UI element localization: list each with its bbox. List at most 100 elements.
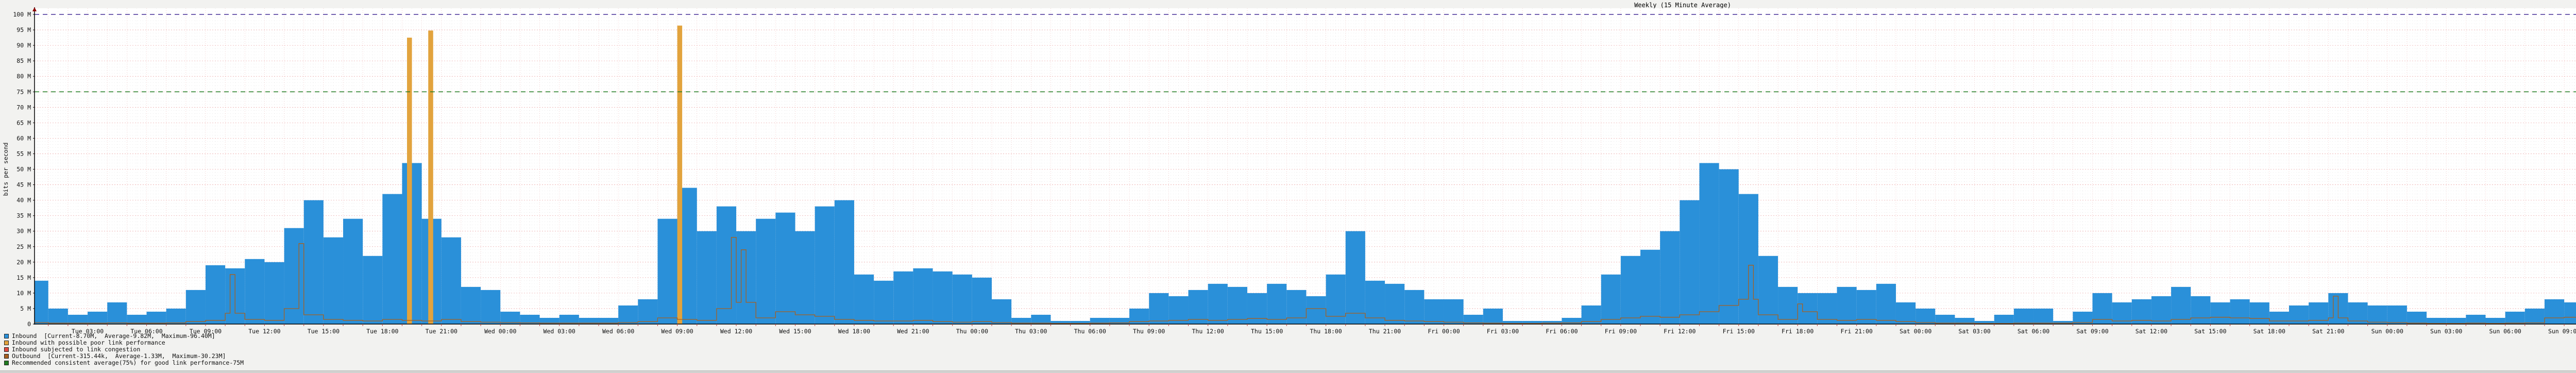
inbound-bar [1326, 274, 1346, 324]
x-tick-label: Wed 12:00 [720, 328, 752, 335]
inbound-bar [1994, 314, 2014, 324]
inbound-bar [1620, 256, 1640, 324]
inbound-bar [1483, 308, 1503, 324]
inbound-bar [2544, 299, 2565, 324]
inbound-bar [815, 206, 835, 324]
inbound-bar [461, 286, 481, 324]
x-tick-label: Thu 09:00 [1133, 328, 1165, 335]
inbound-bar [205, 265, 226, 324]
inbound-bar [1286, 290, 1307, 324]
inbound-bar [1306, 296, 1326, 324]
x-tick-label: Fri 18:00 [1782, 328, 1814, 335]
inbound-bar [559, 314, 579, 324]
y-tick-label: 25 M [16, 243, 31, 250]
inbound-bar [1011, 317, 1031, 324]
inbound-bar [775, 212, 795, 324]
inbound-bar [88, 311, 108, 324]
x-tick-label: Sun 00:00 [2371, 328, 2403, 335]
outbound-line [35, 237, 2576, 324]
inbound-bar [2249, 302, 2269, 324]
inbound-bar [35, 280, 48, 324]
inbound-bar [67, 314, 88, 324]
inbound-bar [323, 237, 344, 324]
y-tick-label: 75 M [16, 88, 31, 95]
y-tick-label: 0 [27, 320, 31, 328]
y-tick-label: 90 M [16, 42, 31, 49]
inbound-bar [1935, 314, 1955, 324]
inbound-bar [2230, 299, 2250, 324]
y-tick-label: 70 M [16, 104, 31, 111]
inbound-congestion-swatch-icon [4, 347, 9, 352]
inbound-bar [2446, 317, 2466, 324]
inbound-bar [2092, 293, 2112, 324]
x-tick-label: Tue 15:00 [308, 328, 340, 335]
inbound-bar [1090, 317, 1110, 324]
x-tick-label: Tue 09:00 [190, 328, 222, 335]
legend-row-outbound: Outbound [Current-315.44k, Average-1.33M… [4, 353, 244, 360]
inbound-bar [1168, 296, 1189, 324]
inbound-bar [756, 218, 776, 324]
legend-row-inbound: Inbound [Current-8.70M, Average-9.82M, M… [4, 333, 244, 340]
x-tick-label: Fri 12:00 [1664, 328, 1696, 335]
inbound-bar [972, 277, 992, 324]
y-tick-label: 60 M [16, 134, 31, 142]
x-tick-label: Fri 03:00 [1487, 328, 1519, 335]
legend-row-recommended: Recommended consistent average(75%) for … [4, 360, 244, 366]
inbound-bar [1031, 314, 1051, 324]
poor-link-bar [407, 38, 412, 324]
x-tick-label: Sat 06:00 [2018, 328, 2049, 335]
inbound-bar [2033, 308, 2054, 324]
x-tick-label: Thu 12:00 [1192, 328, 1224, 335]
y-tick-label: 40 M [16, 197, 31, 204]
inbound-bar [2309, 302, 2329, 324]
inbound-bar [1247, 293, 1267, 324]
inbound-bar [2427, 317, 2447, 324]
inbound-bar [2053, 320, 2073, 324]
inbound-bar [2485, 317, 2505, 324]
inbound-bar [539, 317, 560, 324]
x-tick-label: Thu 15:00 [1251, 328, 1283, 335]
x-tick-label: Thu 00:00 [956, 328, 988, 335]
inbound-bar [2131, 299, 2151, 324]
x-tick-label: Sun 03:00 [2430, 328, 2462, 335]
inbound-bar [2013, 308, 2034, 324]
inbound-bar [598, 317, 619, 324]
inbound-bar [2171, 286, 2191, 324]
inbound-bar [1916, 308, 1936, 324]
inbound-bar [1522, 320, 1543, 324]
inbound-bar [382, 194, 402, 324]
x-tick-label: Tue 18:00 [366, 328, 398, 335]
legend-label-recommended: Recommended consistent average(75%) for … [12, 359, 244, 366]
x-tick-label: Sun 06:00 [2489, 328, 2521, 335]
inbound-bar [185, 290, 206, 324]
y-tick-label: 30 M [16, 228, 31, 235]
inbound-bar [2367, 305, 2387, 324]
inbound-bar [1778, 286, 1798, 324]
inbound-bar [1385, 283, 1405, 324]
inbound-bar [2564, 302, 2576, 324]
x-tick-label: Sat 18:00 [2253, 328, 2285, 335]
inbound-bar [2151, 296, 2172, 324]
x-tick-label: Thu 21:00 [1369, 328, 1401, 335]
legend-row-inbound-poor: Inbound with possible poor link performa… [4, 340, 244, 346]
inbound-bar [2210, 302, 2230, 324]
inbound-bar [1955, 317, 1975, 324]
inbound-bar [1365, 280, 1385, 324]
legend-label-outbound: Outbound [Current-315.44k, Average-1.33M… [12, 352, 226, 360]
y-tick-label: 85 M [16, 57, 31, 64]
inbound-bar [48, 308, 68, 324]
x-tick-label: Wed 18:00 [838, 328, 870, 335]
inbound-bar [697, 231, 717, 324]
inbound-bar [893, 271, 913, 324]
inbound-bar [1640, 249, 1660, 324]
inbound-bar [146, 311, 166, 324]
y-tick-label: 5 M [20, 305, 31, 312]
y-tick-label: 55 M [16, 150, 31, 157]
inbound-bar [1542, 320, 1562, 324]
x-tick-label: Fri 00:00 [1428, 328, 1460, 335]
inbound-bar [107, 302, 127, 324]
inbound-bar [1837, 286, 1857, 324]
inbound-bar [1856, 290, 1876, 324]
inbound-bar [1699, 163, 1719, 324]
